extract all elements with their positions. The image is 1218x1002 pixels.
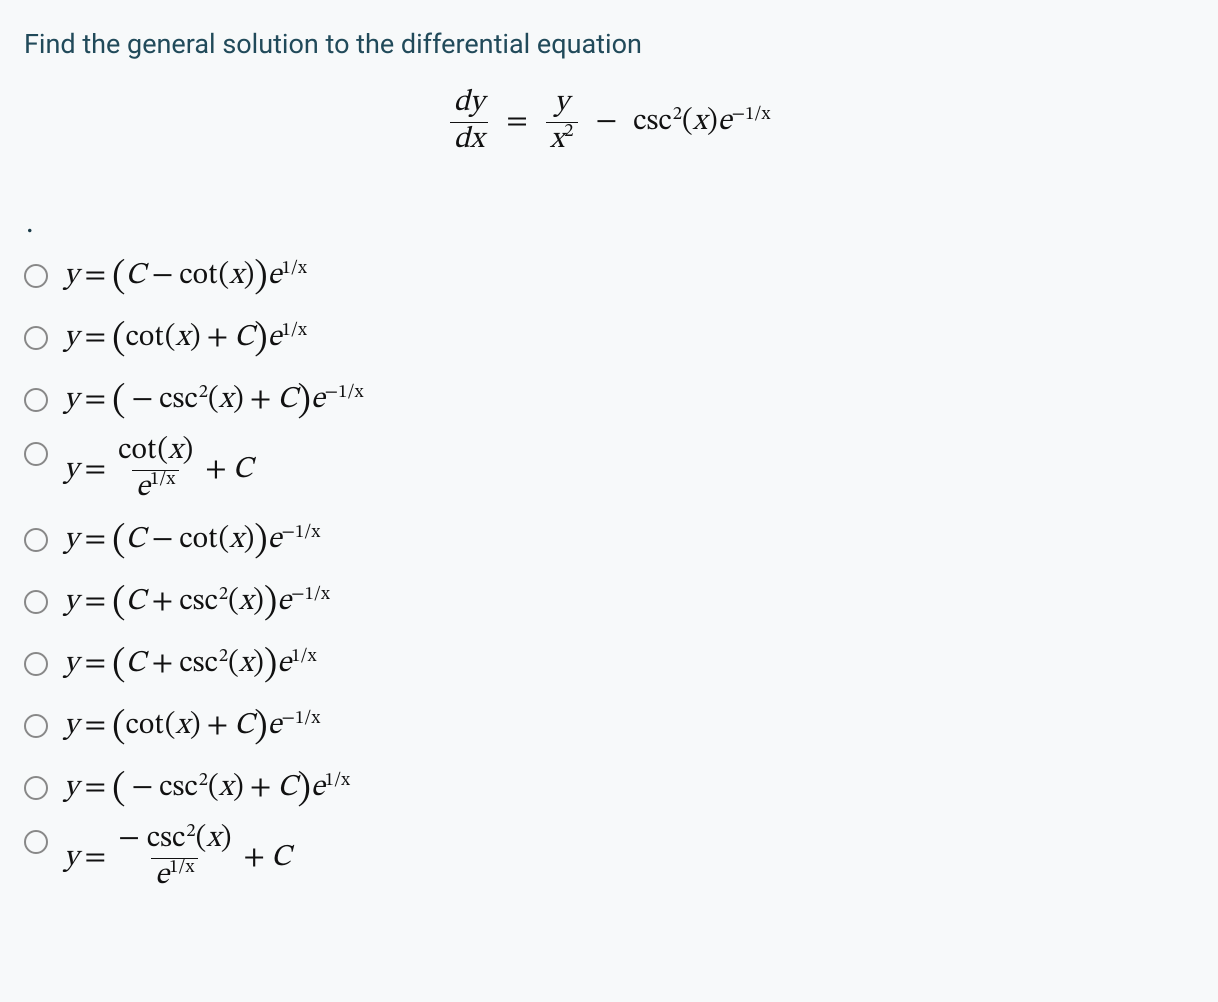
answer-option-c[interactable]: y = ( − csc2(x) + C)e−1/x (24, 370, 1194, 430)
option-formula-j: y = − csc2(x)e1/x + C (64, 824, 291, 892)
radio-option-f[interactable] (24, 590, 48, 614)
answer-option-g[interactable]: y = (C + csc2(x))e1/x (24, 634, 1194, 694)
radio-option-b[interactable] (24, 326, 48, 350)
option-formula-g: y = (C + csc2(x))e1/x (64, 641, 316, 688)
option-formula-h: y = ( cot(x) + C)e−1/x (64, 703, 320, 750)
radio-option-c[interactable] (24, 388, 48, 412)
answer-option-f[interactable]: y = (C + csc2(x))e−1/x (24, 572, 1194, 632)
radio-option-j[interactable] (24, 830, 48, 854)
radio-option-a[interactable] (24, 264, 48, 288)
answer-option-d[interactable]: y = cot(x)e1/x + C (24, 432, 1194, 508)
radio-option-e[interactable] (24, 528, 48, 552)
option-formula-b: y = ( cot(x) + C)e1/x (64, 315, 307, 362)
option-formula-i: y = ( − csc2(x) + C)e1/x (64, 765, 350, 812)
radio-option-h[interactable] (24, 714, 48, 738)
answer-option-j[interactable]: y = − csc2(x)e1/x + C (24, 820, 1194, 896)
radio-option-d[interactable] (24, 442, 48, 466)
answer-options: y = (C − cot(x))e1/x y = ( cot(x) + C)e1/… (24, 246, 1194, 896)
answer-option-a[interactable]: y = (C − cot(x))e1/x (24, 246, 1194, 306)
radio-option-i[interactable] (24, 776, 48, 800)
answer-option-e[interactable]: y = (C − cot(x))e−1/x (24, 510, 1194, 570)
option-formula-d: y = cot(x)e1/x + C (64, 436, 253, 504)
question-equation: dy dx = y x2 − csc2(x)e−1/x (24, 88, 1194, 156)
radio-option-g[interactable] (24, 652, 48, 676)
answer-option-i[interactable]: y = ( − csc2(x) + C)e1/x (24, 758, 1194, 818)
option-formula-c: y = ( − csc2(x) + C)e−1/x (64, 377, 363, 424)
answer-option-b[interactable]: y = ( cot(x) + C)e1/x (24, 308, 1194, 368)
option-formula-e: y = (C − cot(x))e−1/x (64, 517, 320, 564)
question-prompt: Find the general solution to the differe… (24, 28, 1194, 60)
answer-option-h[interactable]: y = ( cot(x) + C)e−1/x (24, 696, 1194, 756)
period-mark: . (26, 206, 1194, 240)
option-formula-a: y = (C − cot(x))e1/x (64, 253, 307, 300)
option-formula-f: y = (C + csc2(x))e−1/x (64, 579, 330, 626)
